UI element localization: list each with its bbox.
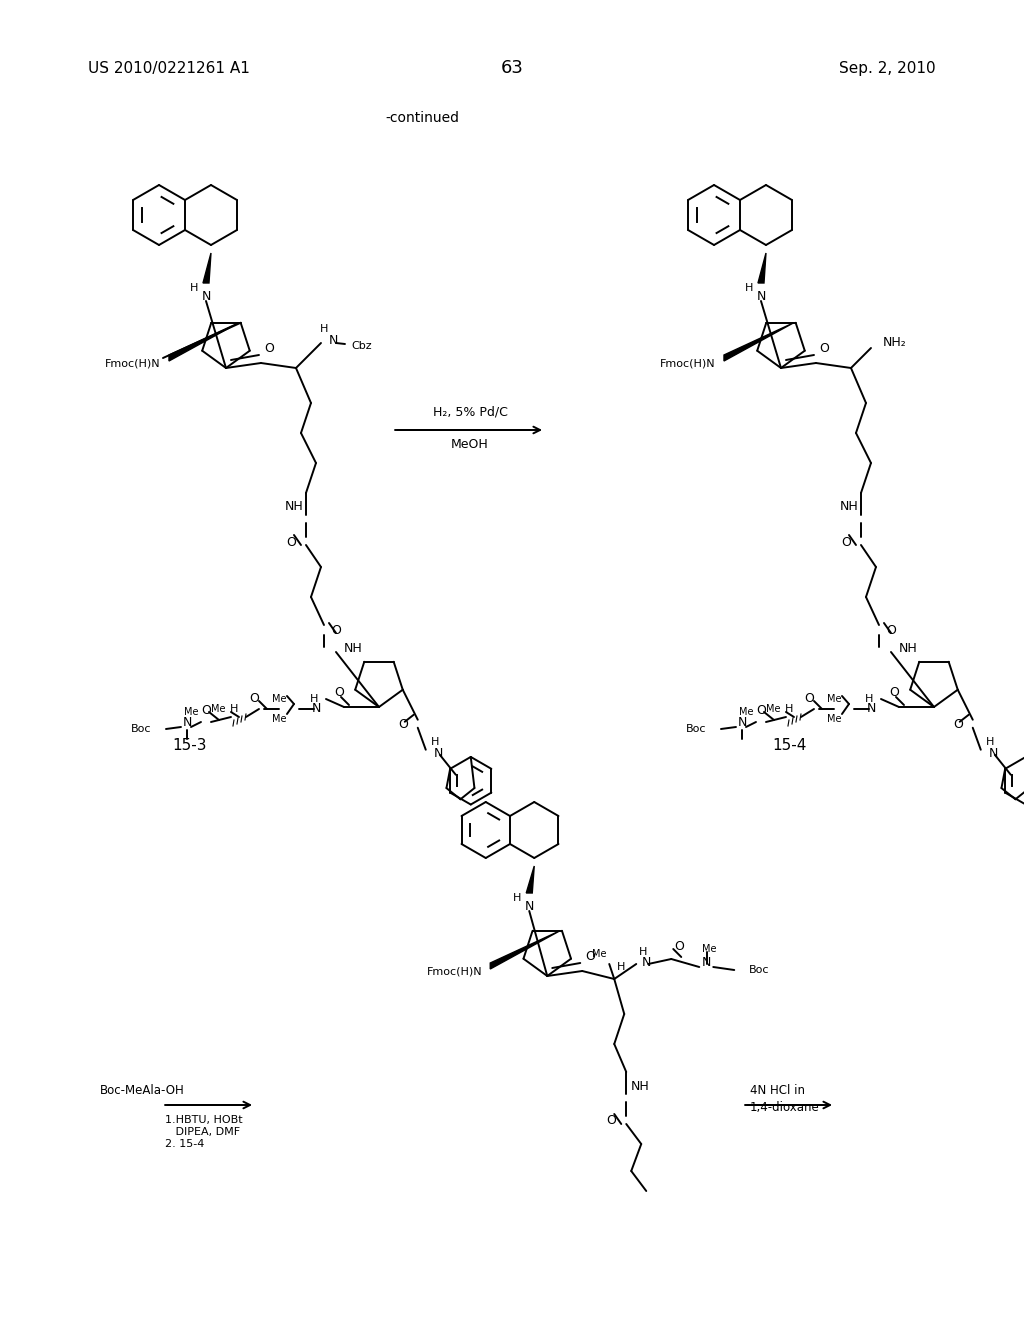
- Text: Boc: Boc: [130, 723, 151, 734]
- Text: Sep. 2, 2010: Sep. 2, 2010: [840, 61, 936, 75]
- Text: US 2010/0221261 A1: US 2010/0221261 A1: [88, 61, 250, 75]
- Text: 15-3: 15-3: [173, 738, 207, 752]
- Text: 2. 15-4: 2. 15-4: [165, 1139, 205, 1148]
- Text: Me: Me: [702, 944, 717, 954]
- Text: 4N HCl in: 4N HCl in: [750, 1085, 805, 1097]
- Text: H: H: [310, 694, 318, 704]
- Text: MeOH: MeOH: [452, 437, 488, 450]
- Text: H: H: [986, 737, 994, 747]
- Text: NH: NH: [285, 500, 303, 513]
- Text: O: O: [804, 693, 814, 705]
- Text: Me: Me: [739, 708, 754, 717]
- Text: N: N: [757, 290, 766, 304]
- Text: O: O: [756, 704, 766, 717]
- Text: N: N: [524, 900, 534, 913]
- Text: O: O: [819, 342, 828, 355]
- Polygon shape: [526, 866, 535, 894]
- Text: O: O: [334, 686, 344, 700]
- Text: O: O: [606, 1114, 616, 1127]
- Text: H: H: [229, 704, 239, 714]
- Polygon shape: [758, 253, 766, 282]
- Text: Me: Me: [212, 704, 226, 714]
- Text: Boc: Boc: [750, 965, 770, 975]
- Text: N: N: [989, 747, 998, 760]
- Text: N: N: [642, 956, 651, 969]
- Text: N: N: [202, 290, 211, 304]
- Text: N: N: [434, 747, 443, 760]
- Text: NH: NH: [899, 643, 918, 656]
- Text: N: N: [866, 702, 876, 715]
- Text: 1.HBTU, HOBt: 1.HBTU, HOBt: [165, 1115, 243, 1125]
- Text: H: H: [513, 894, 521, 903]
- Text: 1,4-dioxane: 1,4-dioxane: [750, 1101, 820, 1114]
- Text: O: O: [201, 704, 211, 717]
- Text: -continued: -continued: [385, 111, 459, 125]
- Text: H: H: [784, 704, 794, 714]
- Text: N: N: [737, 715, 746, 729]
- Text: O: O: [841, 536, 851, 549]
- Text: H: H: [617, 962, 626, 972]
- Text: H₂, 5% Pd/C: H₂, 5% Pd/C: [432, 405, 508, 418]
- Polygon shape: [724, 323, 794, 360]
- Text: H: H: [319, 323, 328, 334]
- Text: NH: NH: [344, 643, 362, 656]
- Text: Cbz: Cbz: [351, 341, 372, 351]
- Text: H: H: [744, 282, 754, 293]
- Text: O: O: [249, 693, 259, 705]
- Text: H: H: [431, 737, 439, 747]
- Text: NH: NH: [631, 1080, 650, 1093]
- Text: Me: Me: [592, 949, 606, 960]
- Text: Me: Me: [767, 704, 781, 714]
- Text: N: N: [311, 702, 321, 715]
- Polygon shape: [490, 931, 560, 969]
- Text: N: N: [329, 334, 338, 347]
- Text: O: O: [886, 623, 896, 636]
- Text: O: O: [397, 718, 408, 731]
- Text: Me: Me: [184, 708, 199, 717]
- Text: Me: Me: [272, 714, 287, 723]
- Text: Fmoc(H)N: Fmoc(H)N: [105, 358, 161, 368]
- Text: Boc: Boc: [685, 723, 706, 734]
- Text: DIPEA, DMF: DIPEA, DMF: [165, 1127, 240, 1137]
- Text: O: O: [586, 950, 595, 964]
- Text: O: O: [331, 623, 341, 636]
- Polygon shape: [169, 323, 239, 360]
- Text: Me: Me: [827, 714, 842, 723]
- Polygon shape: [203, 253, 211, 282]
- Text: O: O: [675, 940, 684, 953]
- Text: 63: 63: [501, 59, 523, 77]
- Text: 15-4: 15-4: [773, 738, 807, 752]
- Text: O: O: [952, 718, 963, 731]
- Text: Boc-MeAla-OH: Boc-MeAla-OH: [100, 1084, 184, 1097]
- Text: H: H: [189, 282, 199, 293]
- Text: N: N: [182, 715, 191, 729]
- Text: Fmoc(H)N: Fmoc(H)N: [427, 966, 482, 975]
- Text: O: O: [286, 536, 296, 549]
- Text: Fmoc(H)N: Fmoc(H)N: [660, 358, 716, 368]
- Text: N: N: [702, 956, 712, 969]
- Text: Me: Me: [827, 694, 842, 704]
- Text: H: H: [639, 946, 647, 957]
- Text: NH₂: NH₂: [883, 337, 906, 350]
- Text: H: H: [865, 694, 873, 704]
- Text: NH: NH: [840, 500, 858, 513]
- Text: O: O: [264, 342, 273, 355]
- Text: O: O: [889, 686, 899, 700]
- Text: Me: Me: [272, 694, 287, 704]
